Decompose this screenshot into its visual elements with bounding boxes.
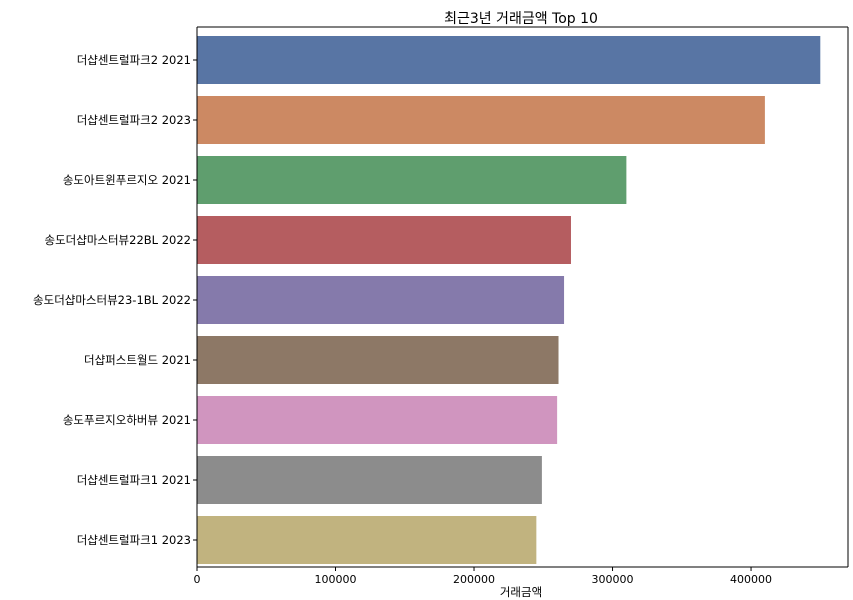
bar [197, 456, 542, 504]
category-labels: 더샵센트럴파크2 2021 더샵센트럴파크2 2023 송도아트윈푸르지오 2021… [33, 53, 197, 547]
bar [197, 396, 558, 444]
bar [197, 156, 627, 204]
category-label: 더샵퍼스트월드 2021 [84, 353, 191, 367]
x-tick-label: 400000 [730, 573, 772, 586]
category-label: 더샵센트럴파크2 2023 [77, 113, 191, 127]
category-label: 더샵센트럴파크2 2021 [77, 53, 191, 67]
category-label: 송도푸르지오하버뷰 2021 [63, 413, 191, 427]
x-tick-label: 200000 [453, 573, 495, 586]
x-axis-ticks: 0 100000 200000 300000 400000 [194, 567, 772, 586]
bars-layer [197, 36, 821, 564]
category-label: 송도더샵마스터뷰23-1BL 2022 [33, 293, 191, 307]
bar [197, 276, 565, 324]
category-label: 송도더샵마스터뷰22BL 2022 [45, 233, 192, 247]
category-label: 더샵센트럴파크1 2021 [77, 473, 191, 487]
bar [197, 516, 537, 564]
x-axis-label: 거래금액 [500, 585, 542, 599]
x-tick-label: 100000 [315, 573, 357, 586]
bar [197, 96, 765, 144]
category-label: 더샵센트럴파크1 2023 [77, 533, 191, 547]
x-tick-label: 0 [194, 573, 201, 586]
chart-title: 최근3년 거래금액 Top 10 [444, 11, 598, 27]
bar [197, 36, 821, 84]
x-tick-label: 300000 [592, 573, 634, 586]
bar [197, 336, 559, 384]
category-label: 송도아트윈푸르지오 2021 [63, 173, 191, 187]
bar [197, 216, 571, 264]
